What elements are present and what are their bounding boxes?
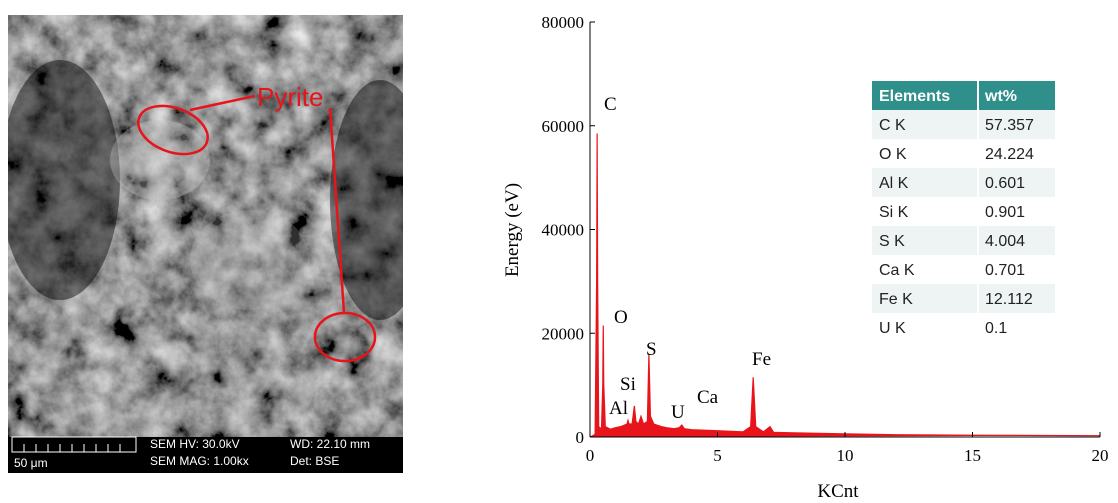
table-cell: Ca K (879, 262, 915, 279)
x-tick-label: 5 (713, 446, 722, 465)
table-row-bg (872, 284, 1055, 313)
table-row-bg (872, 168, 1055, 197)
x-tick-label: 0 (586, 446, 595, 465)
spectrum (589, 133, 1101, 438)
table-cell: S K (879, 233, 905, 250)
pyrite-label: Pyrite (257, 82, 323, 112)
scale-ticks (23, 444, 121, 452)
scale-label: 50 μm (14, 456, 48, 470)
info-text: WD: 22.10 mm (290, 437, 370, 451)
table-cell: Al K (879, 175, 909, 192)
peak-label: U (671, 402, 685, 423)
info-text: SEM MAG: 1.00kx (150, 454, 249, 468)
chart: 0 20000 40000 60000 80000 0 5 10 15 20 KCnt Energy … (502, 13, 1109, 502)
sem-shading (8, 60, 403, 320)
table-cell: Si K (879, 204, 909, 221)
y-tick-label: 60000 (542, 117, 585, 136)
x-tick-label: 15 (964, 446, 981, 465)
pyrite-circle (313, 311, 377, 363)
pointer-line (189, 94, 346, 314)
table-row-bg (872, 110, 1055, 139)
info-bar (8, 437, 403, 473)
y-tick-label: 20000 (542, 324, 585, 343)
x-tick-label: 20 (1092, 446, 1109, 465)
x-tick-label: 10 (837, 446, 854, 465)
info-text: SEM HV: 30.0kV (150, 437, 240, 451)
y-tick-label: 0 (576, 428, 585, 447)
peak-label: O (614, 307, 628, 328)
table-cell: C K (879, 117, 906, 134)
pyrite-circle (137, 104, 209, 156)
table-header: wt% (984, 88, 1017, 105)
table-header-bg (872, 81, 1055, 110)
table-row-bg (872, 313, 1055, 342)
table-cell: U K (879, 320, 906, 337)
table-cell: 0.601 (985, 175, 1025, 192)
table-cell: 24.224 (985, 146, 1034, 163)
table-cell: Fe K (879, 291, 913, 308)
table-cell: 57.357 (985, 117, 1034, 134)
table-cell: O K (879, 146, 907, 163)
y-tick-label: 40000 (542, 221, 585, 240)
scale-bar (11, 436, 137, 453)
table-cell: 0.1 (985, 320, 1007, 337)
table-cell: 12.112 (985, 291, 1033, 308)
table-row-bg (872, 255, 1055, 284)
peak-label: Ca (697, 387, 719, 408)
peak-label: C (604, 94, 617, 115)
x-axis-label: KCnt (817, 481, 859, 502)
table-cell: 0.901 (985, 204, 1025, 221)
sem-image: 50 μm SEM HV: 30.0kV WD: 22.10 mm SEM MA… (8, 15, 403, 473)
peak-label: Fe (752, 349, 771, 370)
peak-label: S (646, 339, 657, 360)
sem-texture (8, 15, 403, 473)
table-row-bg (872, 226, 1055, 255)
table-cell: 4.004 (985, 233, 1025, 250)
table-row-bg (872, 197, 1055, 226)
peak-label: Si (620, 374, 636, 395)
y-axis-label: Energy (eV) (502, 183, 523, 277)
table-header: Elements (879, 88, 950, 105)
table-cell: 0.701 (985, 262, 1025, 279)
y-tick-label: 80000 (542, 13, 585, 32)
table-row-bg (872, 139, 1055, 168)
peak-label: Al (609, 398, 628, 419)
info-text: Det: BSE (290, 454, 339, 468)
